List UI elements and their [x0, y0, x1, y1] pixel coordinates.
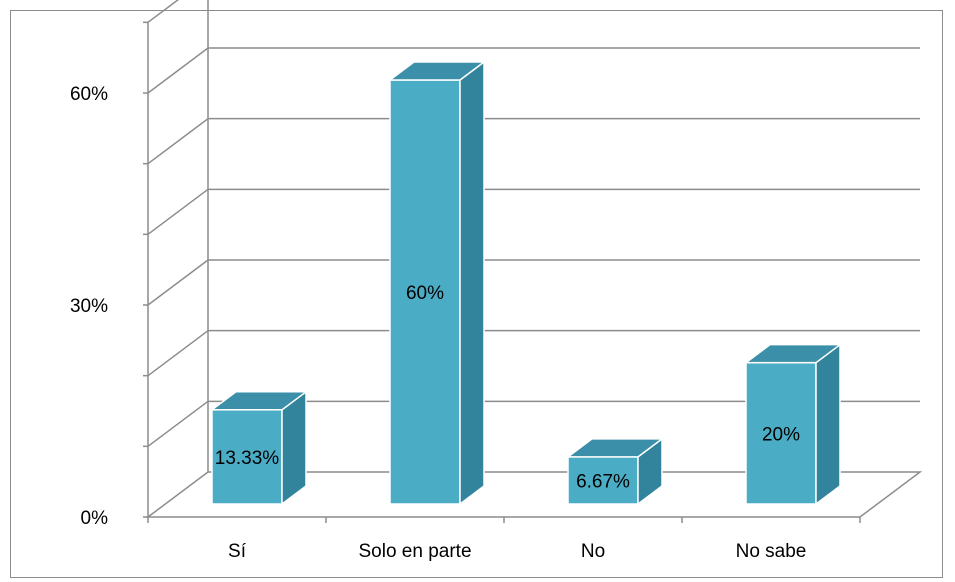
- side-gridline: [147, 400, 209, 447]
- y-tick-label: 30%: [70, 296, 108, 317]
- y-tick-label: 0%: [81, 508, 109, 529]
- x-tick-label: No: [581, 541, 605, 562]
- bar-top: [743, 343, 843, 364]
- side-gridline: [147, 330, 209, 377]
- side-gridline: [147, 118, 209, 165]
- bar-side: [459, 60, 485, 506]
- side-gridline: [147, 0, 180, 23]
- x-tick-label: Sí: [228, 541, 247, 562]
- bar-top: [387, 61, 487, 81]
- bar-top: [565, 438, 665, 458]
- data-label: 20%: [762, 424, 800, 445]
- x-tick-label: Solo en parte: [358, 541, 471, 562]
- chart-floor: [145, 471, 923, 518]
- bar: [745, 361, 817, 505]
- data-label: 6.67%: [576, 471, 630, 492]
- data-label: 13.33%: [215, 448, 280, 469]
- bar: [211, 409, 283, 505]
- y-tick-label: 60%: [70, 84, 108, 105]
- side-gridline: [147, 47, 209, 94]
- bar-side: [281, 390, 307, 506]
- side-gridline: [147, 188, 209, 235]
- x-tick-label: No sabe: [736, 541, 807, 562]
- bar-side: [815, 343, 841, 506]
- side-gridline: [147, 259, 209, 306]
- bar-top: [209, 391, 309, 411]
- data-label: 60%: [406, 283, 444, 304]
